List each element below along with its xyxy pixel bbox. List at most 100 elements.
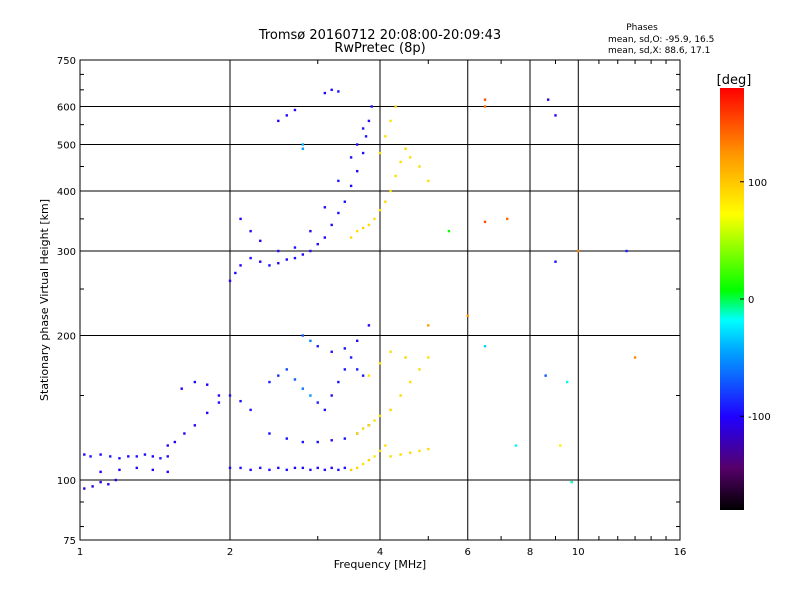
point-o [217, 401, 221, 404]
y-tick-label: 400 [57, 187, 76, 198]
point-o [343, 368, 347, 371]
point-o [268, 380, 271, 384]
point-x [625, 249, 628, 253]
point-o [277, 374, 280, 377]
point-o [309, 229, 312, 233]
grid-lines [80, 60, 680, 540]
point-x [466, 314, 469, 317]
point-o [277, 249, 280, 253]
point-x [483, 98, 487, 101]
point-o [330, 223, 333, 227]
point-x [378, 449, 382, 453]
point-x [554, 114, 557, 117]
point-x [565, 380, 569, 384]
point-o [205, 411, 209, 415]
y-axis-ticks: 75 100 200 300 400 500 600 750 [57, 56, 680, 547]
point-o [239, 264, 242, 267]
point-o [239, 466, 242, 470]
point-o [205, 383, 209, 386]
point-o [355, 143, 359, 146]
point-o [323, 468, 327, 472]
chart-subtitle: RwPretec (8p) [334, 41, 425, 56]
point-x [399, 160, 402, 164]
colorbar-tick-label: -100 [748, 412, 771, 423]
point-x [384, 135, 387, 138]
point-x [373, 455, 376, 458]
point-x [544, 374, 547, 377]
point-o [316, 242, 319, 246]
y-tick-label: 200 [57, 332, 76, 343]
point-o [193, 424, 197, 427]
point-o [343, 200, 347, 203]
point-o [355, 169, 359, 173]
x-tick-label: 4 [377, 547, 383, 558]
point-o [293, 108, 297, 112]
point-x [546, 98, 550, 101]
point-x [355, 229, 359, 233]
point-o [323, 206, 327, 209]
point-o [83, 453, 86, 456]
point-o [370, 105, 373, 108]
point-o [337, 211, 340, 215]
point-o [285, 437, 288, 440]
colorbar-tick-label: 0 [748, 295, 754, 306]
point-o [367, 324, 371, 327]
point-x [389, 455, 392, 458]
point-o [135, 455, 138, 458]
point-o [364, 135, 368, 138]
point-o [367, 119, 371, 123]
point-x [483, 105, 487, 108]
x-axis-ticks: 1 2 4 6 8 10 16 [77, 60, 686, 558]
point-x [389, 350, 392, 353]
point-o [180, 387, 183, 390]
point-o [293, 466, 297, 470]
point-o [114, 478, 118, 482]
point-x [367, 458, 371, 462]
point-o [337, 380, 340, 384]
point-o [301, 466, 305, 470]
colorbar-label: [deg] [717, 73, 752, 88]
y-tick-label: 750 [57, 56, 76, 67]
point-x [570, 480, 573, 484]
point-o [316, 440, 319, 444]
point-x [394, 105, 397, 108]
point-x [427, 179, 430, 183]
point-o [361, 127, 365, 130]
point-o [301, 147, 305, 150]
point-o [249, 256, 252, 260]
point-x [409, 380, 412, 384]
point-o [234, 271, 237, 275]
point-x [378, 208, 382, 212]
point-o [135, 466, 138, 470]
x-tick-label: 1 [77, 547, 83, 558]
point-x [409, 156, 412, 159]
point-o [309, 339, 312, 343]
point-o [309, 468, 312, 472]
point-x [384, 444, 387, 447]
point-x [404, 147, 407, 150]
x-tick-label: 8 [527, 547, 533, 558]
point-o [228, 279, 232, 283]
point-o [228, 466, 232, 470]
point-o [268, 468, 271, 472]
point-x [427, 447, 430, 451]
point-x [349, 236, 353, 239]
point-o [337, 179, 340, 183]
point-o [337, 90, 340, 93]
x-tick-label: 10 [572, 547, 585, 558]
point-o [316, 466, 319, 470]
point-o [239, 399, 242, 403]
point-x [427, 356, 430, 359]
point-o [355, 339, 359, 343]
point-o [285, 368, 288, 371]
chart-title: Tromsø 20160712 20:08:00-20:09:43 [258, 28, 501, 43]
point-o [118, 468, 121, 472]
point-x [404, 356, 407, 359]
point-x [389, 408, 392, 412]
point-x [389, 119, 392, 123]
point-x [427, 324, 430, 327]
point-o [285, 258, 288, 261]
point-x [349, 468, 353, 472]
point-x [355, 432, 359, 435]
point-x [361, 462, 365, 466]
